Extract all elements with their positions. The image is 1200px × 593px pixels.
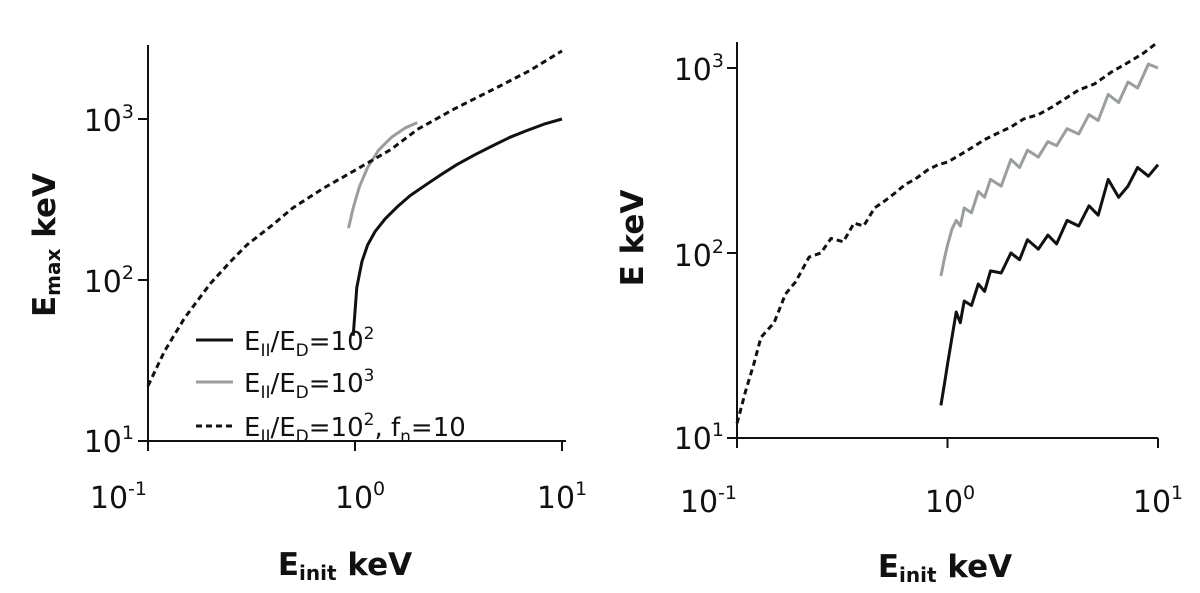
svg-text:102: 102 (84, 262, 134, 300)
right-x-axis-title: Einit keV (878, 549, 1012, 587)
right-series-line (939, 163, 1160, 406)
left-xtick-label: 100 (335, 478, 385, 516)
left-series-line (347, 121, 418, 229)
left-series-line (146, 49, 563, 387)
legend-entry: EII/ED=102, fn=10 (196, 410, 466, 447)
svg-text:10-1: 10-1 (680, 482, 737, 520)
legend: EII/ED=102 EII/ED=103 EII/ED=102, fn=10 (196, 324, 466, 447)
svg-text:EII/ED=102, fn=10: EII/ED=102, fn=10 (244, 410, 466, 447)
right-series-line (939, 62, 1159, 277)
left-series-line (351, 117, 563, 336)
left-ytick-label: 102 (84, 262, 134, 300)
right-series-layer (735, 40, 1160, 424)
svg-text:101: 101 (537, 478, 587, 516)
svg-text:101: 101 (1133, 482, 1183, 520)
right-xtick-label: 101 (1133, 482, 1183, 520)
right-xtick-label: 10-1 (680, 482, 737, 520)
right-ytick-label: 103 (674, 50, 724, 88)
svg-text:100: 100 (335, 478, 385, 516)
left-tick-marks (138, 118, 563, 451)
left-ytick-label: 103 (84, 101, 134, 139)
svg-text:10-1: 10-1 (90, 478, 147, 516)
left-xtick-label: 101 (537, 478, 587, 516)
right-y-axis-title: E keV (615, 190, 651, 287)
right-ytick-label: 101 (674, 419, 724, 457)
svg-text:EII/ED=102: EII/ED=102 (244, 324, 374, 361)
right-tick-marks (727, 67, 1159, 448)
svg-text:101: 101 (84, 422, 134, 460)
svg-text:100: 100 (925, 482, 975, 520)
left-series-layer (146, 49, 563, 387)
left-xtick-label: 10-1 (90, 478, 147, 516)
left-ytick-label: 101 (84, 422, 134, 460)
svg-text:EII/ED=103: EII/ED=103 (244, 366, 374, 403)
right-plot-panel: 10-1 100 101 101 102 103 Einit keV E keV (615, 40, 1183, 587)
right-series-line (735, 40, 1159, 424)
left-plot-panel: 10-1 100 101 101 102 103 Einit keV Emax … (27, 45, 587, 585)
right-xtick-label: 100 (925, 482, 975, 520)
right-ytick-label: 102 (674, 236, 724, 274)
svg-text:102: 102 (674, 236, 724, 274)
legend-entry: EII/ED=102 (196, 324, 374, 361)
left-y-axis-title: Emax keV (27, 173, 65, 317)
legend-entry: EII/ED=103 (196, 366, 374, 403)
svg-text:103: 103 (84, 101, 134, 139)
left-x-axis-title: Einit keV (278, 547, 412, 585)
svg-text:103: 103 (674, 50, 724, 88)
svg-text:101: 101 (674, 419, 724, 457)
